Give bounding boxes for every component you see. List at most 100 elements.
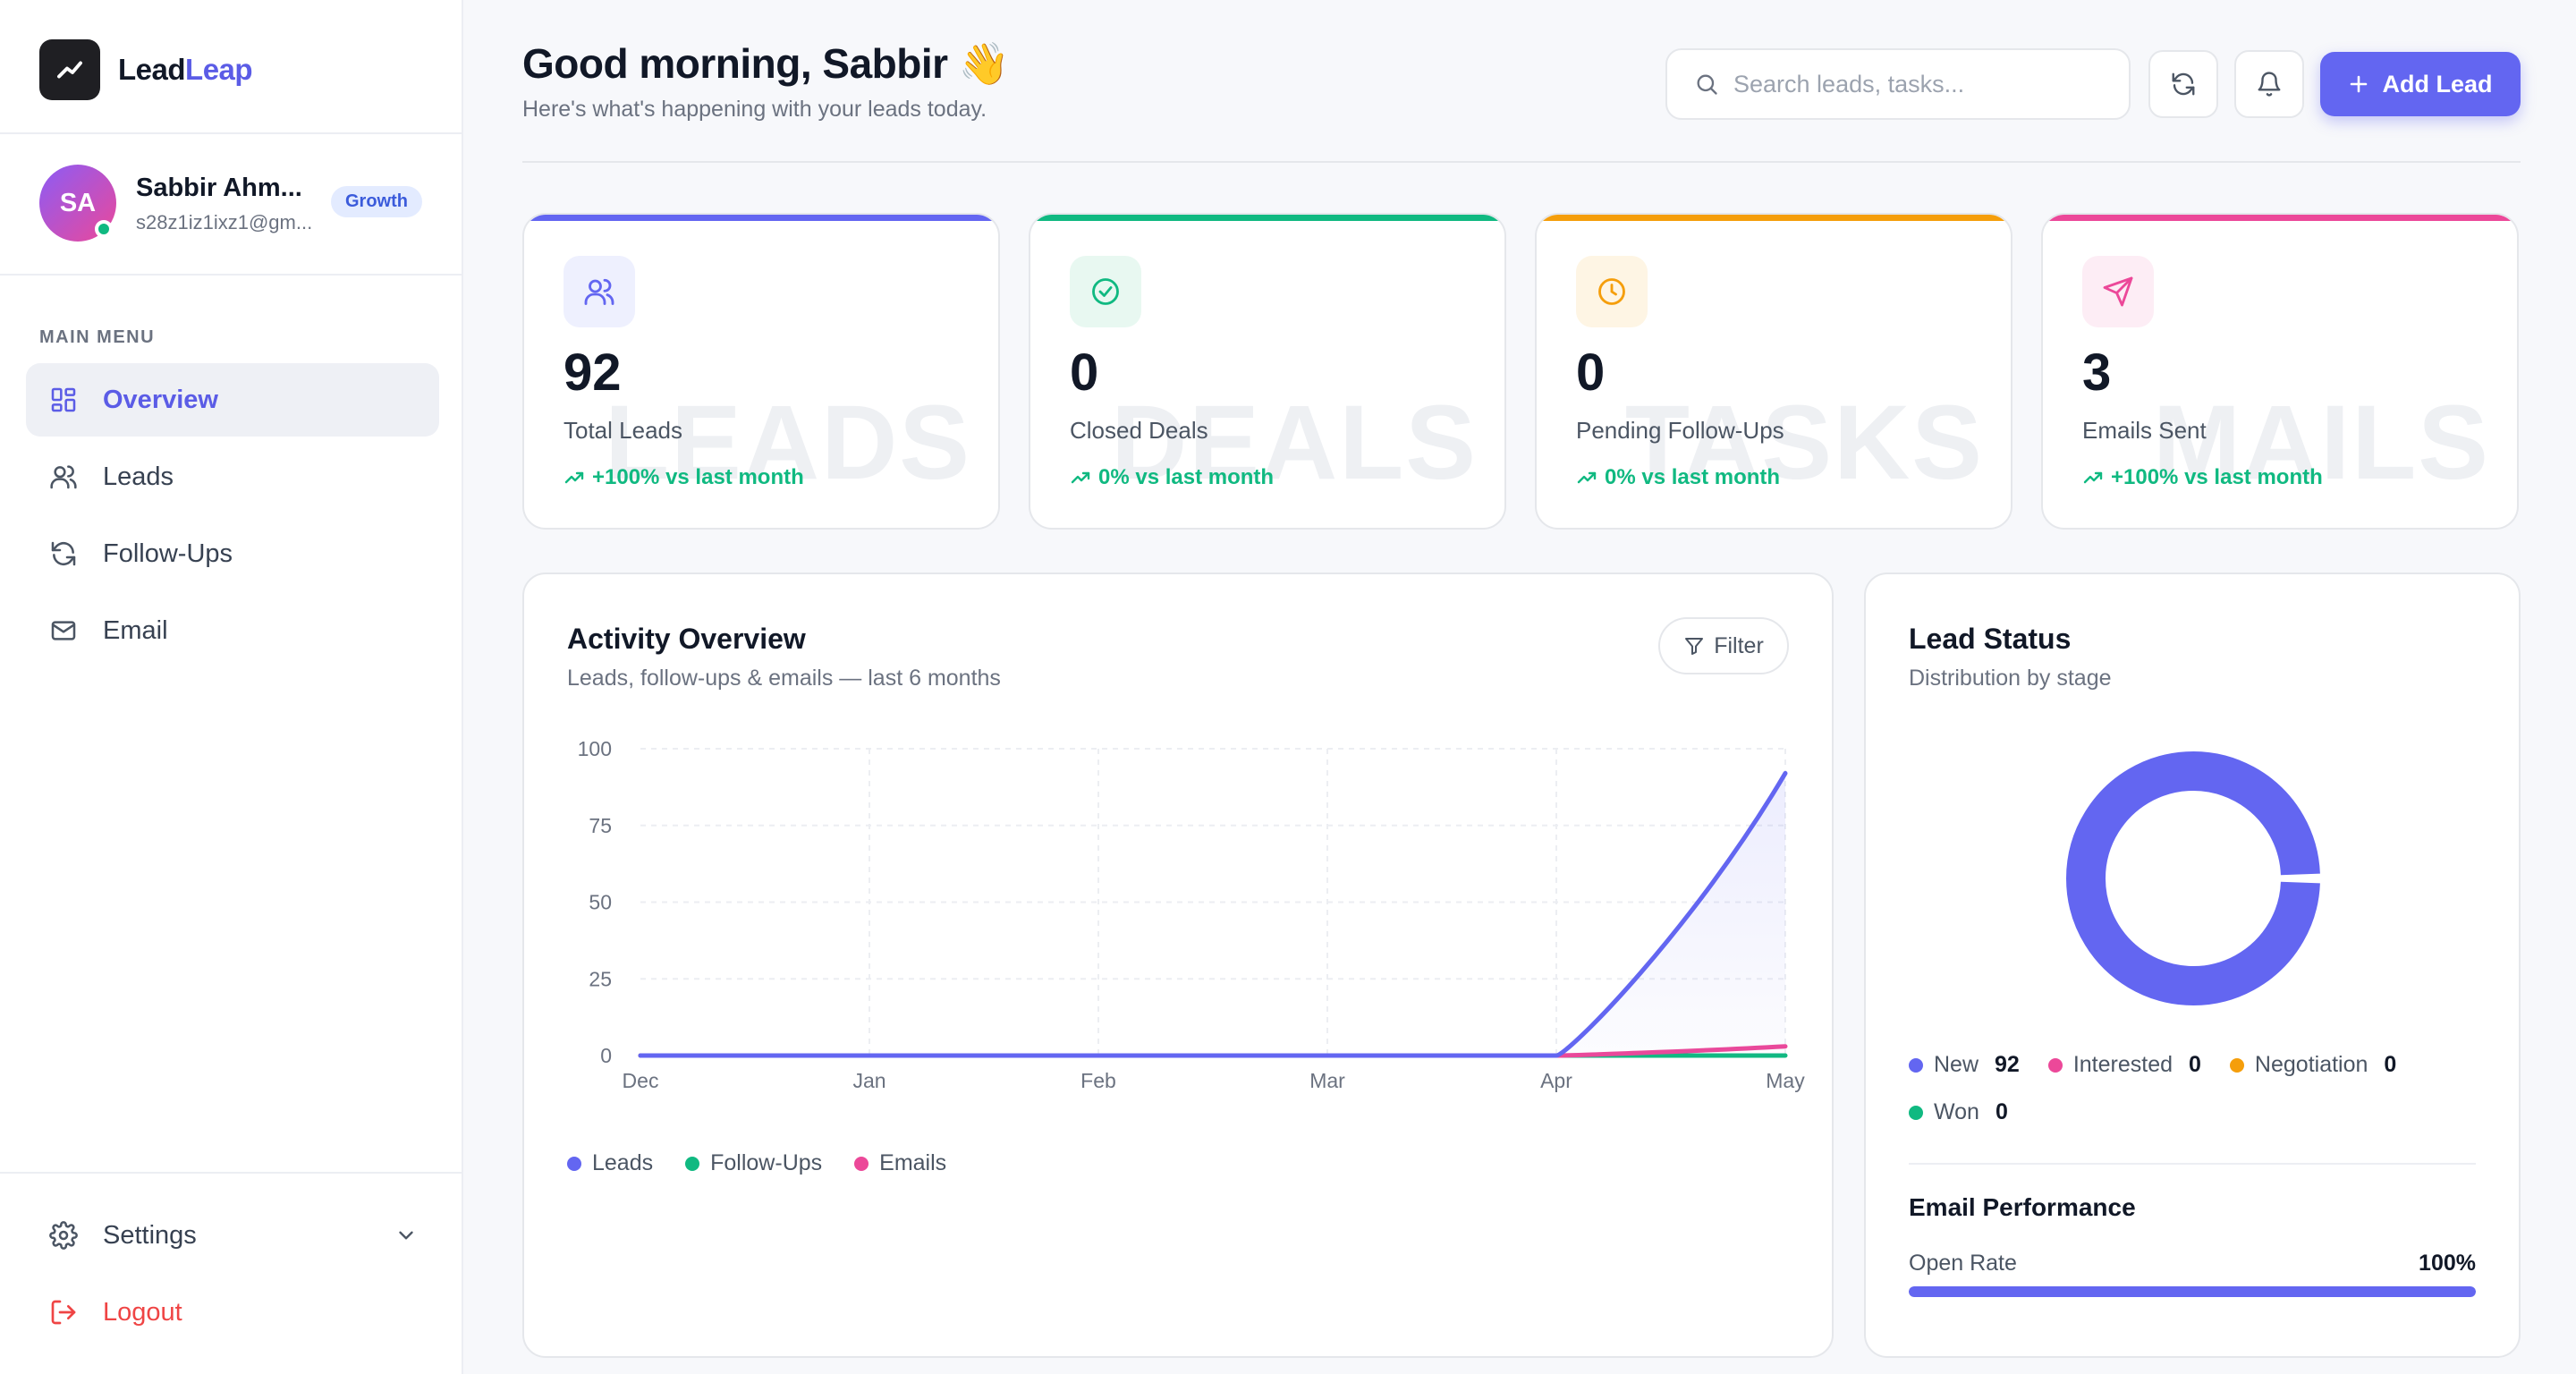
status-count: 0 bbox=[2189, 1052, 2201, 1077]
stat-value: 0 bbox=[1070, 344, 1099, 402]
stat-label: Emails Sent bbox=[2082, 417, 2207, 444]
y-tick-label: 50 bbox=[589, 891, 612, 914]
check-circle-icon bbox=[1070, 256, 1141, 327]
sidebar-item-follow-ups[interactable]: Follow-Ups bbox=[26, 517, 439, 590]
stat-trend: +100% vs last month bbox=[564, 465, 804, 490]
legend-label: Emails bbox=[879, 1150, 947, 1175]
logout-button[interactable]: Logout bbox=[26, 1276, 439, 1349]
grid-icon bbox=[47, 384, 80, 416]
card-accent-bar bbox=[2043, 215, 2517, 221]
filter-button[interactable]: Filter bbox=[1658, 617, 1789, 674]
chevron-down-icon bbox=[394, 1224, 418, 1247]
refresh-icon bbox=[47, 538, 80, 570]
sidebar-item-overview[interactable]: Overview bbox=[26, 363, 439, 437]
gear-icon bbox=[47, 1219, 80, 1251]
sidebar: LeadLeap SA Sabbir Ahm... s28z1iz1ixz1@g… bbox=[0, 0, 463, 1374]
stat-value: 3 bbox=[2082, 344, 2112, 402]
open-rate-label: Open Rate bbox=[1909, 1251, 2017, 1276]
users-icon bbox=[564, 256, 635, 327]
settings-menu[interactable]: Settings bbox=[26, 1199, 439, 1272]
card-watermark: LEADS bbox=[605, 384, 971, 502]
stat-value: 92 bbox=[564, 344, 622, 402]
donut-slice-new bbox=[2066, 751, 2320, 1005]
main-content: Good morning, Sabbir 👋 Here's what's hap… bbox=[463, 0, 2576, 1374]
stat-card-total-leads[interactable]: LEADS 92 Total Leads +100% vs last month bbox=[522, 213, 1000, 530]
clock-icon bbox=[1576, 256, 1648, 327]
search-icon bbox=[1694, 72, 1719, 97]
legend-label: Follow-Ups bbox=[710, 1150, 823, 1175]
panel-divider bbox=[1909, 1163, 2476, 1165]
stat-label: Total Leads bbox=[564, 417, 682, 444]
search-box[interactable] bbox=[1665, 48, 2131, 120]
brand-name: LeadLeap bbox=[118, 53, 253, 87]
search-input[interactable] bbox=[1733, 70, 2109, 98]
sidebar-item-label: Leads bbox=[103, 462, 174, 491]
status-label: New bbox=[1934, 1052, 1979, 1077]
y-tick-label: 25 bbox=[589, 967, 612, 990]
y-tick-label: 100 bbox=[578, 737, 612, 760]
lead-status-panel: Lead Status Distribution by stage New 92 … bbox=[1864, 572, 2521, 1358]
legend-dot bbox=[2047, 1057, 2063, 1073]
status-count: 0 bbox=[2384, 1052, 2397, 1077]
stat-label: Closed Deals bbox=[1070, 417, 1208, 444]
x-tick-label: Apr bbox=[1540, 1069, 1572, 1092]
sidebar-item-email[interactable]: Email bbox=[26, 594, 439, 667]
stat-card-closed-deals[interactable]: DEALS 0 Closed Deals 0% vs last month bbox=[1029, 213, 1506, 530]
panel-title: Lead Status bbox=[1909, 623, 2072, 655]
status-legend-item: New 92 bbox=[1909, 1052, 2020, 1078]
avatar: SA bbox=[39, 165, 116, 242]
x-tick-label: Feb bbox=[1080, 1069, 1116, 1092]
y-tick-label: 75 bbox=[589, 814, 612, 837]
legend-label: Leads bbox=[592, 1150, 654, 1175]
stat-label: Pending Follow-Ups bbox=[1576, 417, 1784, 444]
sidebar-item-leads[interactable]: Leads bbox=[26, 440, 439, 513]
online-status-dot bbox=[95, 220, 113, 238]
y-tick-label: 0 bbox=[600, 1044, 612, 1067]
card-watermark: TASKS bbox=[1624, 384, 1984, 502]
trend-up-icon bbox=[564, 467, 585, 488]
lead-status-donut bbox=[2066, 751, 2320, 1005]
user-name: Sabbir Ahm... bbox=[136, 174, 302, 202]
status-label: Won bbox=[1934, 1099, 1979, 1124]
refresh-icon bbox=[2170, 71, 2197, 98]
legend-dot bbox=[567, 1156, 581, 1171]
panel-subtitle: Distribution by stage bbox=[1909, 666, 2112, 691]
stat-trend: 0% vs last month bbox=[1576, 465, 1780, 490]
users-icon bbox=[47, 461, 80, 493]
stat-trend-text: 0% vs last month bbox=[1098, 465, 1275, 489]
stat-card-pending-follow-ups[interactable]: TASKS 0 Pending Follow-Ups 0% vs last mo… bbox=[1535, 213, 2012, 530]
filter-label: Filter bbox=[1714, 632, 1764, 658]
card-accent-bar bbox=[1030, 215, 1504, 221]
brand[interactable]: LeadLeap bbox=[39, 39, 253, 100]
sidebar-item-label: Email bbox=[103, 615, 168, 645]
trend-up-icon bbox=[2082, 467, 2104, 488]
sidebar-divider bbox=[0, 132, 462, 134]
trend-up-icon bbox=[1070, 467, 1091, 488]
add-lead-button[interactable]: Add Lead bbox=[2320, 52, 2521, 116]
status-count: 92 bbox=[1995, 1052, 2020, 1077]
status-legend-row: New 92 Interested 0 Negotiation 0 bbox=[1909, 1052, 2396, 1078]
legend-dot bbox=[1909, 1105, 1923, 1120]
open-rate-progress bbox=[1909, 1286, 2476, 1297]
settings-label: Settings bbox=[103, 1220, 197, 1250]
refresh-button[interactable] bbox=[2148, 50, 2218, 118]
stat-card-emails-sent[interactable]: MAILS 3 Emails Sent +100% vs last month bbox=[2041, 213, 2519, 530]
plan-badge: Growth bbox=[331, 186, 422, 217]
open-rate-progress-fill bbox=[1909, 1286, 2476, 1297]
brand-name-part2: Leap bbox=[185, 53, 253, 86]
header-divider bbox=[522, 161, 2521, 163]
legend-dot bbox=[1909, 1057, 1923, 1073]
sidebar-item-label: Follow-Ups bbox=[103, 539, 233, 568]
legend-dot bbox=[854, 1156, 869, 1171]
stat-trend: 0% vs last month bbox=[1070, 465, 1274, 490]
notifications-button[interactable] bbox=[2234, 50, 2304, 118]
brand-name-part1: Lead bbox=[118, 53, 186, 86]
sidebar-item-label: Overview bbox=[103, 385, 218, 414]
chart-legend: Leads Follow-Ups Emails bbox=[567, 1150, 946, 1176]
sidebar-divider bbox=[0, 1172, 462, 1174]
user-profile[interactable]: SA Sabbir Ahm... s28z1iz1ixz1@gm... Grow… bbox=[39, 165, 433, 242]
bell-icon bbox=[2256, 71, 2283, 98]
activity-overview-panel: Activity Overview Leads, follow-ups & em… bbox=[522, 572, 1834, 1358]
status-legend-item: Negotiation 0 bbox=[2229, 1052, 2397, 1078]
activity-chart: 0 25 50 75 100 Dec Jan Feb Mar Apr May bbox=[578, 737, 1806, 1092]
